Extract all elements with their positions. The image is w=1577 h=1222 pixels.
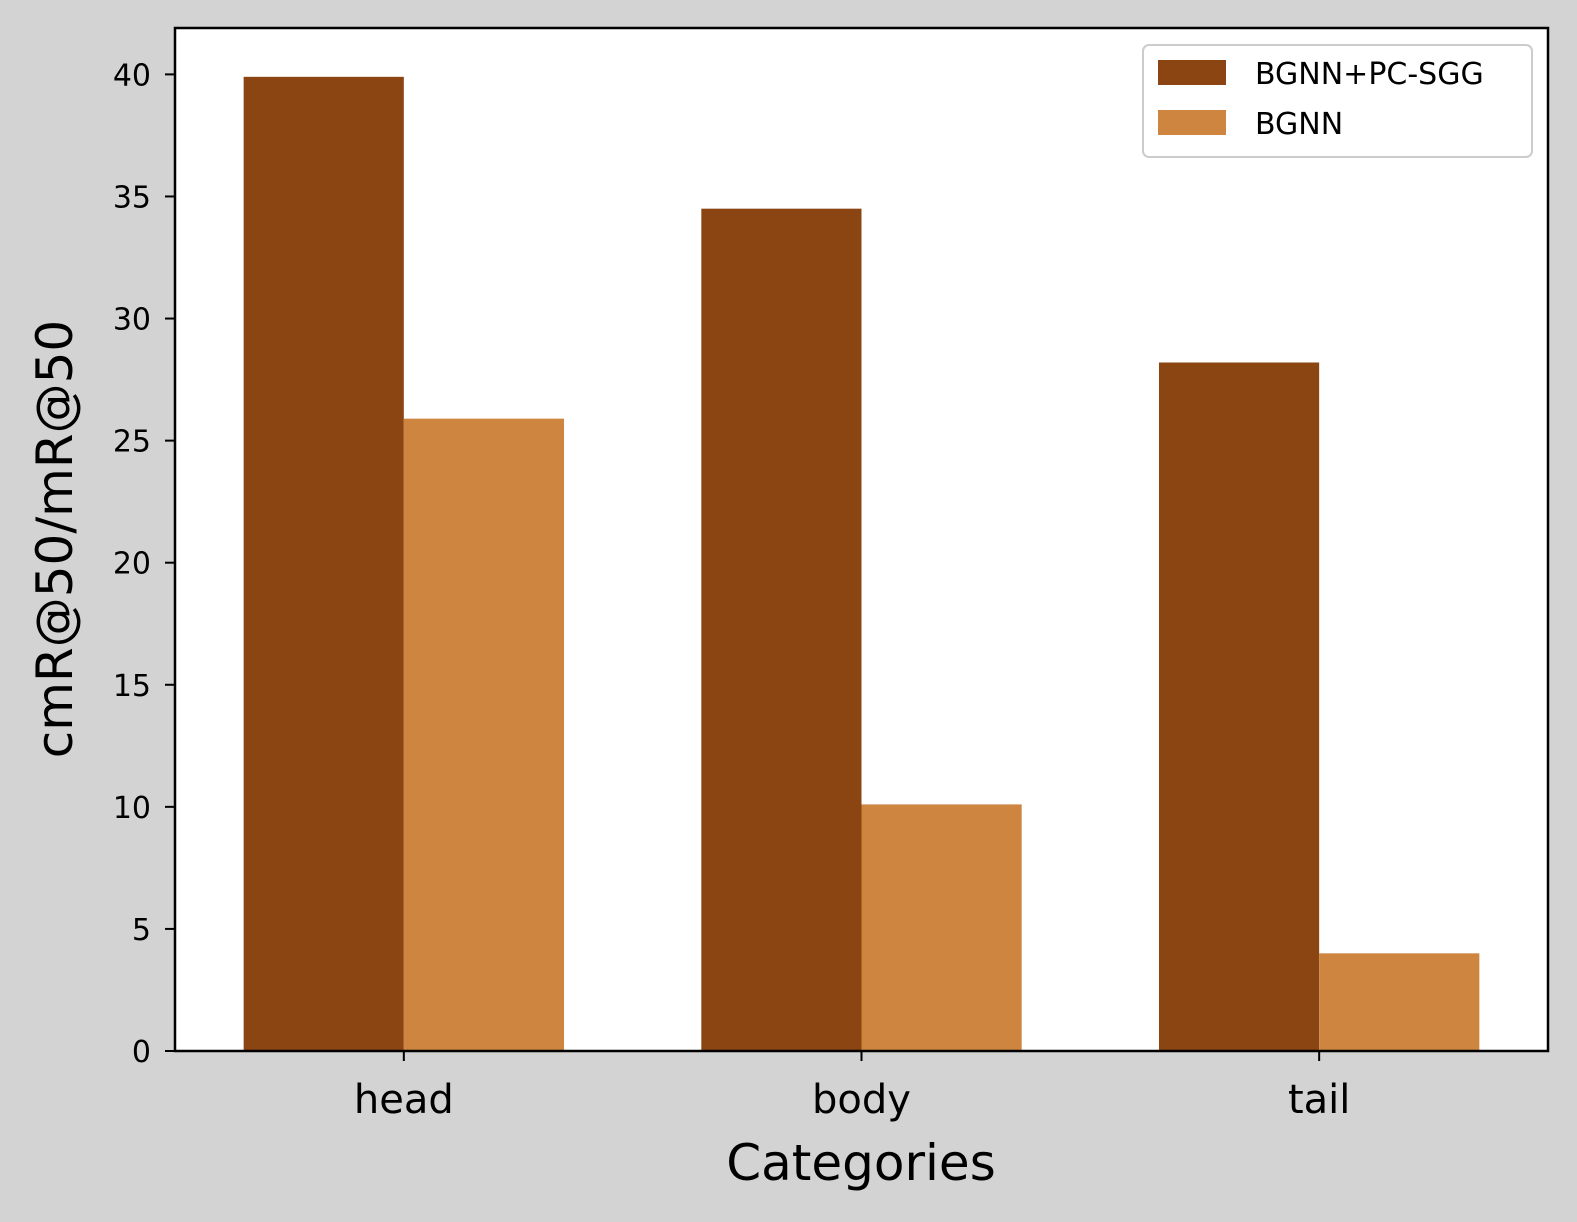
legend: BGNN+PC-SGG BGNN — [1142, 44, 1533, 158]
plot-frame — [173, 26, 1550, 1053]
x-axis-ticks: head body tail — [354, 1051, 1350, 1123]
x-tick-label-tail: tail — [1288, 1077, 1350, 1123]
y-tick-label: 35 — [113, 180, 151, 215]
bar-bgnn-pc-sgg-head — [243, 76, 404, 1051]
legend-swatch-bgnn — [1158, 110, 1226, 135]
y-tick-label: 40 — [113, 58, 151, 93]
bar-bgnn-tail — [1319, 953, 1480, 1051]
y-tick-label: 30 — [113, 303, 151, 338]
x-tick-label-head: head — [354, 1077, 454, 1123]
x-tick-label-body: body — [812, 1077, 911, 1123]
x-axis-title: Categories — [726, 1134, 996, 1192]
y-tick-label: 0 — [132, 1035, 151, 1070]
y-tick-label: 25 — [113, 425, 151, 460]
legend-label-bgnn: BGNN — [1255, 107, 1343, 142]
legend-frame — [1142, 44, 1533, 158]
y-tick-label: 10 — [113, 791, 151, 826]
bar-bgnn-pc-sgg-body — [701, 208, 862, 1051]
bar-bgnn-pc-sgg-tail — [1158, 362, 1320, 1051]
y-axis-ticks: 0 5 10 15 20 25 30 35 40 — [113, 58, 175, 1070]
y-tick-label: 15 — [113, 669, 151, 704]
y-tick-label: 5 — [132, 913, 151, 948]
y-axis-title: cmR@50/mR@50 — [26, 320, 84, 758]
legend-label-bgnn-pc-sgg: BGNN+PC-SGG — [1255, 57, 1484, 92]
bars-group — [243, 76, 1480, 1051]
y-tick-label: 20 — [113, 547, 151, 582]
legend-swatch-bgnn-pc-sgg — [1158, 60, 1226, 85]
bar-bgnn-body — [861, 804, 1022, 1051]
bar-bgnn-head — [403, 418, 565, 1051]
